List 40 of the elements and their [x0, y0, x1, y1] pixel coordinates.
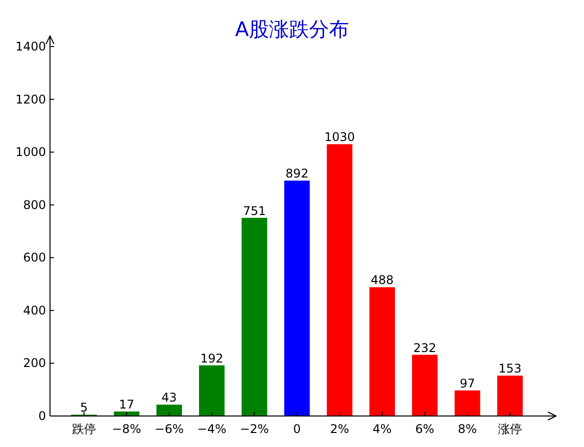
y-tick-label: 1400: [15, 40, 46, 54]
bar: [412, 354, 438, 416]
bar: [156, 404, 182, 416]
data-label: 1030: [324, 130, 355, 144]
data-label: 43: [162, 390, 177, 405]
x-tick-label: −2%: [240, 422, 269, 436]
data-label: 892: [286, 166, 308, 181]
x-tick-label: −8%: [112, 422, 142, 436]
x-tick-label: 2%: [330, 422, 350, 436]
x-tick-label: 8%: [458, 422, 477, 436]
bar: [242, 218, 268, 416]
data-label: 488: [370, 273, 394, 288]
data-label: 192: [200, 351, 224, 366]
x-tick-label: 0: [293, 422, 301, 436]
bar: [369, 287, 395, 416]
data-label: 17: [118, 398, 134, 412]
y-tick-label: 600: [23, 250, 46, 265]
y-tick-label: 0: [38, 409, 46, 423]
y-tick-label: 1000: [15, 145, 46, 160]
bar: [326, 144, 352, 416]
y-tick-label: 1200: [15, 92, 46, 106]
chart-title: A股涨跌分布: [235, 17, 349, 41]
y-tick-label: 400: [23, 303, 46, 318]
bar: [199, 365, 225, 416]
x-tick-label: −6%: [154, 422, 184, 436]
y-tick-label: 800: [23, 198, 46, 212]
y-tick-label: 200: [23, 356, 46, 370]
bar: [454, 390, 480, 416]
bar: [497, 376, 523, 416]
data-label: 751: [242, 204, 266, 218]
x-tick-label: 4%: [372, 422, 392, 436]
x-tick-label: 跌停: [72, 422, 96, 436]
data-label: 97: [460, 376, 476, 390]
x-tick-label: 涨停: [498, 422, 522, 436]
data-label: 5: [80, 400, 88, 415]
x-tick-label: −4%: [197, 422, 226, 436]
x-tick-label: 6%: [415, 422, 434, 436]
data-label: 153: [498, 362, 522, 376]
data-label: 232: [413, 340, 436, 355]
bar: [284, 180, 310, 416]
